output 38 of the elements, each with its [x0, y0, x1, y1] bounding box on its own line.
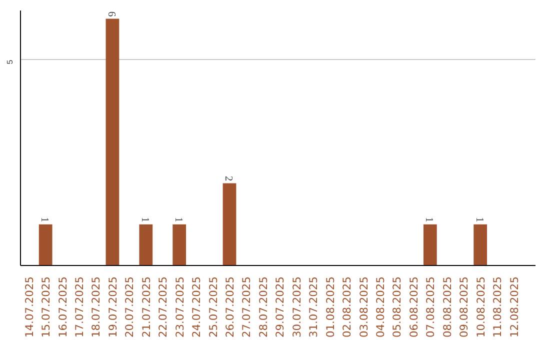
x-tick-label: 11.08.2025	[491, 276, 504, 338]
x-tick-label: 05.08.2025	[390, 276, 404, 338]
data-label: 1	[138, 217, 150, 222]
data-label: 1	[172, 217, 184, 222]
x-tick-label: 22.07.2025	[156, 276, 170, 338]
x-tick-label: 18.07.2025	[90, 276, 103, 338]
x-tick-label: 26.07.2025	[224, 276, 237, 338]
data-label: 1	[473, 217, 484, 222]
x-tick-label: 12.08.2025	[508, 276, 521, 338]
x-tick-label: 16.07.2025	[56, 276, 70, 338]
x-tick-label: 30.07.2025	[290, 276, 304, 338]
x-tick-label: 28.07.2025	[256, 276, 270, 338]
x-tick-label: 09.08.2025	[458, 276, 471, 338]
x-tick-label: 06.08.2025	[407, 276, 420, 338]
x-tick-label: 29.07.2025	[274, 276, 287, 338]
x-tick-label: 24.07.2025	[190, 276, 204, 338]
x-tick-label: 23.07.2025	[173, 276, 186, 338]
x-tick-label: 02.08.2025	[340, 276, 354, 338]
x-tick-label: 03.08.2025	[357, 276, 370, 338]
x-tick-label: 10.08.2025	[474, 276, 488, 338]
x-tick-label: 31.07.2025	[307, 276, 320, 338]
x-tick-label: 04.08.2025	[374, 276, 387, 338]
x-tick-label: 21.07.2025	[140, 276, 153, 338]
x-tick-label: 07.08.2025	[424, 276, 438, 338]
x-tick-label: 15.07.2025	[40, 276, 53, 338]
data-label: 2	[222, 176, 234, 182]
x-tick-label: 27.07.2025	[240, 276, 254, 338]
x-tick-label: 08.08.2025	[440, 276, 454, 338]
y-tick-label: 5	[6, 59, 14, 64]
data-label: 1	[38, 217, 50, 222]
x-tick-label: 17.07.2025	[73, 276, 86, 338]
x-tick-label: 25.07.2025	[206, 276, 220, 338]
x-tick-label: 19.07.2025	[106, 276, 120, 338]
x-tick-label: 14.07.2025	[22, 276, 36, 338]
data-label: 1	[423, 217, 434, 222]
x-tick-label: 01.08.2025	[324, 276, 337, 338]
data-label: 6	[105, 11, 116, 18]
x-tick-label: 20.07.2025	[123, 276, 136, 338]
